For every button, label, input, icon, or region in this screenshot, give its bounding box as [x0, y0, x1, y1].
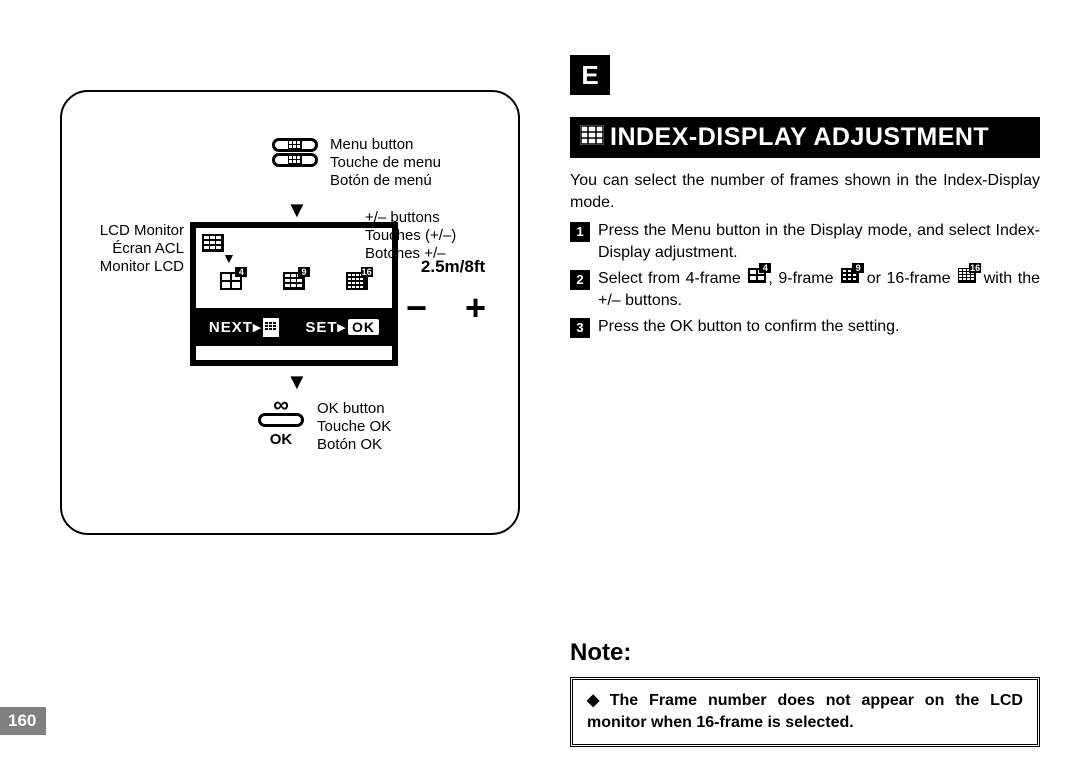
- frame-count-badge: 9: [298, 267, 310, 277]
- step-2: 2 Select from 4-frame 4 , 9-frame 9 or 1…: [570, 268, 1040, 312]
- step-number-icon: 2: [570, 270, 590, 290]
- arrow-down-icon: ▼: [286, 197, 308, 223]
- frame-count-badge: 9: [852, 263, 864, 273]
- page-number-tab: 160: [0, 707, 46, 735]
- lcd-monitor-labels: LCD Monitor Écran ACL Monitor LCD: [84, 222, 184, 276]
- grid-3x3-icon: [202, 234, 224, 252]
- step-number-icon: 1: [570, 222, 590, 242]
- section-title: INDEX-DISPLAY ADJUSTMENT: [570, 117, 1040, 158]
- diagram-box: Menu button Touche de menu Botón de menú…: [60, 90, 520, 535]
- label-en: LCD Monitor: [84, 222, 184, 240]
- right-column: E INDEX-DISPLAY ADJUSTMENT You can selec…: [560, 0, 1080, 765]
- label-en: OK button: [317, 400, 391, 418]
- title-text: INDEX-DISPLAY ADJUSTMENT: [610, 123, 989, 152]
- frame-count-badge: 16: [969, 263, 981, 273]
- grid-icon: [288, 155, 302, 165]
- set-label: SET▸OK: [305, 318, 379, 336]
- grid-4-icon: 4: [748, 268, 766, 290]
- menu-button-labels: Menu button Touche de menu Botón de menú: [330, 136, 441, 190]
- next-label: NEXT▸: [209, 318, 280, 337]
- ok-button-graphic: ∞ OK: [258, 398, 304, 448]
- note-heading: Note:: [570, 639, 631, 667]
- infinity-icon: ∞: [258, 398, 304, 412]
- grid-icon: [580, 123, 604, 152]
- label-es: Botón OK: [317, 436, 391, 454]
- note-box: ◆The Frame number does not appear on the…: [570, 677, 1040, 747]
- grid-16-icon: 16: [958, 268, 976, 290]
- intro-paragraph: You can select the number of frames show…: [570, 170, 1040, 214]
- grid-4-icon: 4: [220, 272, 242, 295]
- diamond-bullet-icon: ◆: [587, 692, 606, 709]
- frame-count-badge: 4: [759, 263, 771, 273]
- left-column: Menu button Touche de menu Botón de menú…: [0, 0, 560, 765]
- label-es: Botón de menú: [330, 172, 441, 190]
- menu-button-bottom: [272, 153, 318, 167]
- grid-9-icon: 9: [283, 272, 305, 295]
- frame-count-badge: 16: [361, 267, 373, 277]
- lcd-mid-row: ▼ 4 9 16: [196, 258, 392, 308]
- label-es: Monitor LCD: [84, 258, 184, 276]
- label-en: Menu button: [330, 136, 441, 154]
- grid-icon: [288, 140, 302, 150]
- grid-9-icon: 9: [841, 268, 859, 290]
- frame-count-badge: 4: [235, 267, 247, 277]
- step-number-icon: 3: [570, 318, 590, 338]
- ok-text: OK: [258, 431, 304, 448]
- step-text: Press the OK button to confirm the setti…: [598, 316, 1040, 338]
- menu-button-top: [272, 138, 318, 152]
- grid-16-icon: 16: [346, 272, 368, 295]
- lcd-bottom-bar: NEXT▸ SET▸OK: [196, 308, 392, 346]
- side-panel: 2.5m/8ft − +: [406, 257, 500, 329]
- label-fr: Touche de menu: [330, 154, 441, 172]
- selection-pointer-icon: ▼: [222, 250, 236, 266]
- label-fr: Écran ACL: [84, 240, 184, 258]
- step-3: 3 Press the OK button to confirm the set…: [570, 316, 1040, 338]
- ok-button-labels: OK button Touche OK Botón OK: [317, 400, 391, 454]
- menu-button-graphic: [272, 137, 318, 168]
- distance-label: 2.5m/8ft: [406, 257, 500, 277]
- lcd-screen: ▼ 4 9 16 NEXT▸ SET▸OK: [190, 222, 398, 366]
- language-badge: E: [570, 55, 610, 95]
- label-fr: Touche OK: [317, 418, 391, 436]
- step-text: Select from 4-frame 4 , 9-frame 9 or 16-…: [598, 268, 1040, 312]
- plus-minus-icon: − +: [406, 287, 500, 329]
- arrow-down-icon: ▼: [286, 369, 308, 395]
- note-text: The Frame number does not appear on the …: [587, 692, 1023, 731]
